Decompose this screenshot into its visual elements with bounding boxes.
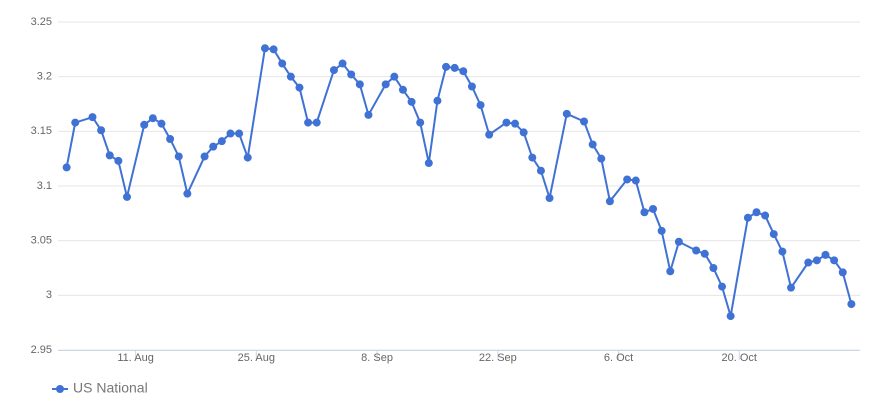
data-point	[726, 312, 735, 321]
data-point	[467, 82, 476, 91]
data-point	[674, 237, 683, 246]
data-point	[424, 159, 433, 168]
data-point	[381, 80, 390, 89]
data-point	[226, 129, 235, 138]
data-point	[217, 137, 226, 146]
y-tick-label: 3.2	[37, 71, 52, 83]
data-point	[545, 194, 554, 203]
data-point	[752, 208, 761, 217]
x-tick-label: 11. Aug	[117, 352, 154, 364]
data-point	[830, 256, 839, 265]
data-point	[105, 151, 114, 160]
y-tick-label: 2.95	[31, 344, 52, 356]
series-line	[65, 47, 853, 317]
data-point	[666, 267, 675, 276]
data-point	[183, 189, 192, 198]
data-point	[364, 110, 373, 119]
data-point	[442, 62, 451, 71]
data-point	[631, 176, 640, 185]
data-point	[88, 113, 97, 122]
data-point	[718, 282, 727, 291]
data-point	[623, 175, 632, 184]
data-point	[657, 226, 666, 235]
data-point	[847, 300, 856, 309]
y-tick-label: 3	[46, 289, 52, 301]
y-tick-label: 3.25	[31, 16, 52, 28]
data-point	[709, 264, 718, 272]
data-point	[338, 59, 347, 68]
data-point	[787, 283, 796, 292]
data-point	[804, 258, 813, 267]
data-point	[605, 197, 614, 206]
data-point	[821, 250, 830, 259]
legend-label: US National	[73, 380, 148, 396]
data-point	[355, 80, 364, 89]
data-point	[433, 96, 442, 105]
data-point	[243, 153, 252, 162]
legend-symbol	[56, 385, 64, 393]
data-point	[312, 118, 321, 127]
data-point	[761, 211, 770, 220]
data-point	[769, 230, 778, 239]
data-point	[743, 213, 752, 222]
data-point	[235, 129, 244, 138]
data-point	[140, 120, 149, 129]
data-point	[692, 246, 701, 255]
data-point	[528, 153, 537, 162]
data-point	[166, 134, 175, 143]
data-point	[588, 140, 597, 149]
data-point	[62, 163, 71, 172]
data-point	[200, 152, 209, 161]
data-point	[416, 118, 425, 127]
data-point	[114, 156, 123, 165]
data-point	[278, 59, 287, 68]
data-point	[485, 130, 494, 139]
data-point	[174, 152, 183, 161]
y-tick-label: 3.05	[31, 235, 52, 247]
data-point	[71, 118, 80, 127]
data-point	[649, 204, 658, 213]
data-point	[597, 154, 606, 163]
x-tick-label: 6. Oct	[604, 352, 633, 364]
data-point	[450, 63, 459, 72]
data-point	[390, 72, 399, 81]
data-point	[536, 166, 545, 175]
data-point	[700, 249, 709, 258]
data-point	[778, 247, 787, 256]
data-point	[329, 66, 338, 75]
data-point	[398, 85, 407, 94]
data-point	[347, 70, 356, 79]
data-point	[562, 109, 571, 118]
data-point	[122, 192, 131, 201]
data-point	[304, 118, 313, 127]
data-point	[157, 119, 166, 128]
data-point	[286, 72, 295, 81]
data-point	[148, 114, 157, 123]
x-tick-label: 22. Sep	[479, 352, 517, 364]
x-tick-label: 25. Aug	[238, 352, 275, 364]
data-point	[459, 67, 468, 76]
data-point	[502, 118, 511, 127]
data-point	[407, 97, 416, 106]
data-point	[97, 126, 106, 135]
data-point	[580, 117, 589, 126]
data-point	[511, 119, 520, 128]
data-point	[260, 44, 269, 53]
x-tick-label: 20. Oct	[722, 352, 757, 364]
data-point	[295, 83, 304, 92]
data-point	[209, 142, 218, 151]
x-tick-label: 8. Sep	[361, 352, 393, 364]
data-point	[519, 128, 528, 137]
y-tick-label: 3.1	[37, 180, 52, 192]
data-point	[476, 101, 485, 110]
data-point	[269, 45, 278, 54]
y-tick-label: 3.15	[31, 125, 52, 137]
data-point	[838, 268, 847, 277]
data-point	[812, 256, 821, 265]
data-point	[640, 208, 649, 217]
